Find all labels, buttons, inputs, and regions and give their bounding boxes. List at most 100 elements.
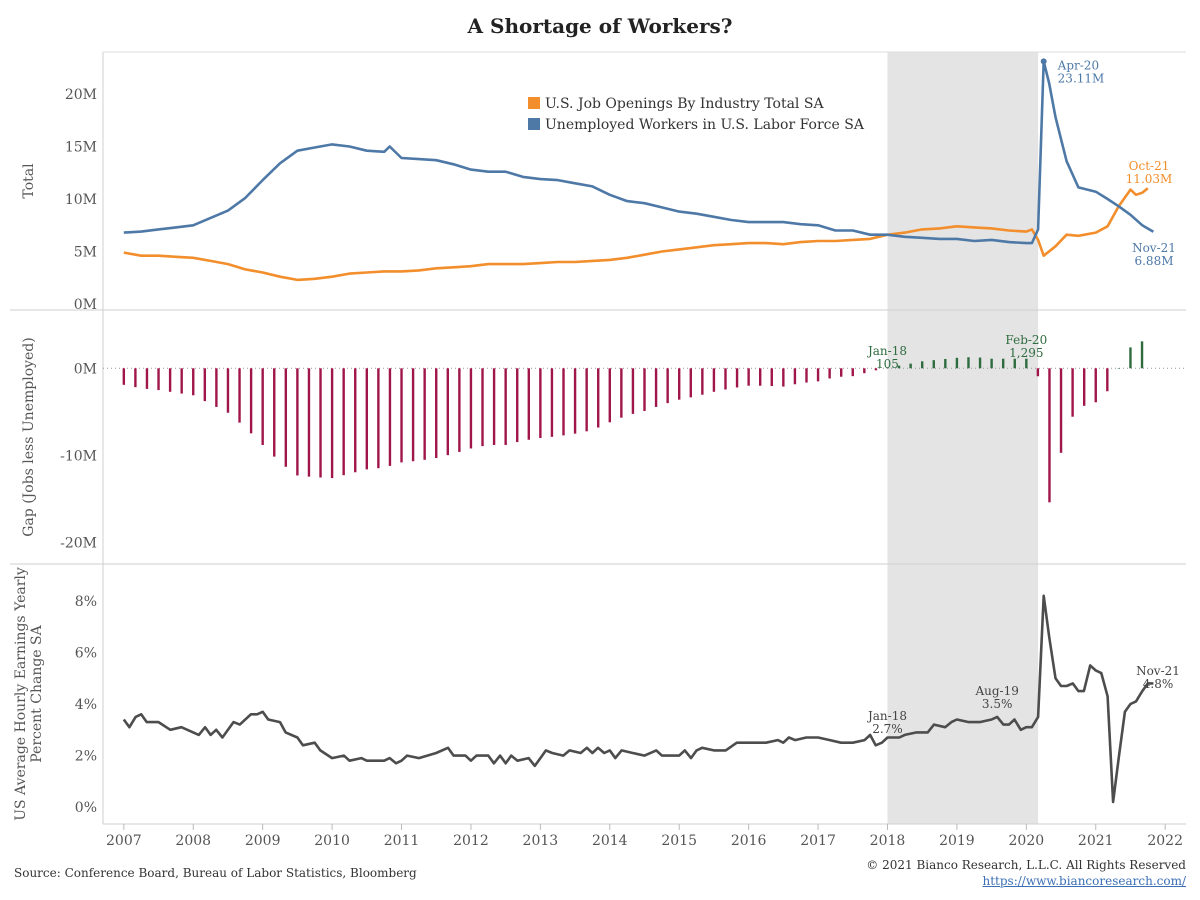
gap-bar: [735, 368, 739, 388]
gap-bar: [874, 368, 878, 371]
x-tick-label: 2015: [661, 833, 697, 849]
x-tick-label: 2012: [453, 833, 489, 849]
gap-bar: [122, 368, 126, 385]
x-tick-label: 2021: [1078, 833, 1114, 849]
annotation-gap-feb20: Feb-20 1,295: [1005, 333, 1047, 360]
gap-bar: [1094, 368, 1097, 403]
y-tick-label: 8%: [75, 594, 97, 610]
y-tick-label: 20M: [65, 87, 97, 103]
gap-bar: [388, 368, 392, 466]
gap-bar: [284, 368, 288, 467]
gap-bar: [643, 368, 646, 411]
y-axis-title: Gap (Jobs less Unemployed): [21, 337, 37, 537]
marks-layer: [122, 58, 1155, 804]
gap-bar: [516, 368, 519, 443]
gap-bar: [828, 368, 831, 379]
y-axis-title: Total: [21, 163, 37, 199]
x-tick-label: 2013: [523, 833, 559, 849]
shaded-region: [887, 52, 1039, 824]
peak-marker: [1040, 58, 1047, 65]
gap-bar: [585, 368, 588, 432]
gap-bar: [909, 363, 912, 369]
annotation-openings: Oct-21 11.03M: [1126, 159, 1173, 186]
gap-bar: [863, 368, 866, 374]
unemployed-line: [123, 60, 1155, 245]
gap-bar: [296, 368, 299, 476]
annotation-unemployed: Nov-21 6.88M: [1132, 241, 1176, 268]
gap-bar: [1025, 358, 1028, 369]
chart-title: A Shortage of Workers?: [467, 14, 733, 38]
gap-bar: [1129, 347, 1132, 369]
y-tick-label: -10M: [60, 448, 97, 464]
x-tick-label: 2008: [175, 833, 211, 849]
gap-bar: [1036, 368, 1040, 377]
gap-bar: [654, 368, 658, 407]
gap-bar: [273, 368, 276, 457]
gap-bar: [330, 368, 334, 479]
gap-bar: [573, 368, 577, 434]
y-tick-label: 10M: [65, 192, 97, 208]
y-axis-title: US Average Hourly Earnings YearlyPercent…: [13, 567, 45, 821]
gap-bar: [354, 368, 357, 473]
gap-bar: [839, 368, 843, 377]
y-tick-label: 15M: [65, 140, 97, 156]
gap-bar: [168, 368, 172, 392]
x-tick-label: 2014: [592, 833, 628, 849]
gap-bar: [1048, 368, 1051, 503]
y-tick-label: 4%: [75, 697, 97, 713]
y-tick-label: 0M: [74, 297, 97, 313]
legend-swatch: [528, 118, 540, 130]
gap-bar: [504, 368, 507, 445]
x-tick-label: 2011: [384, 833, 420, 849]
y-tick-label: 0M: [74, 361, 97, 377]
y-tick-label: 5M: [74, 245, 97, 261]
gap-bar: [481, 368, 484, 447]
gap-bar: [249, 368, 253, 434]
gap-bar: [377, 368, 380, 469]
gap-bar: [215, 368, 218, 407]
gap-bar: [805, 368, 808, 383]
x-tick-label: 2017: [800, 833, 836, 849]
gap-bar: [1013, 358, 1016, 369]
source-note: Source: Conference Board, Bureau of Labo…: [14, 866, 417, 880]
gap-bar: [192, 368, 195, 396]
gap-bar: [920, 361, 924, 369]
x-tick-label: 2007: [106, 833, 142, 849]
y-tick-label: -20M: [60, 536, 97, 552]
gap-bar: [759, 368, 762, 386]
gap-bar: [770, 368, 773, 387]
shaded-region-layer: [887, 52, 1039, 824]
gap-bar: [1117, 368, 1121, 369]
gap-bar: [886, 367, 889, 369]
gap-bar: [631, 368, 635, 414]
gap-bar: [967, 357, 970, 369]
x-tick-label: 2018: [870, 833, 906, 849]
gap-bar: [435, 368, 438, 459]
gap-bar: [689, 368, 692, 398]
gap-bar: [550, 368, 554, 437]
gap-bar: [446, 368, 450, 456]
x-tick-label: 2010: [314, 833, 350, 849]
x-tick-label: 2022: [1147, 833, 1183, 849]
gap-bar: [527, 368, 530, 440]
gap-bar: [1082, 368, 1086, 406]
y-tick-label: 2%: [75, 749, 97, 765]
legend-label: Unemployed Workers in U.S. Labor Force S…: [545, 117, 865, 133]
website-link[interactable]: https://www.biancoresearch.com/: [982, 874, 1186, 888]
gap-bar: [816, 368, 820, 382]
gap-bar: [597, 368, 600, 428]
gap-bar: [1059, 368, 1063, 453]
gap-bar: [747, 368, 750, 386]
annotation-earnings-jan18: Jan-18 2.7%: [866, 709, 907, 736]
gap-bar: [608, 368, 611, 423]
gap-bar: [157, 368, 160, 391]
gap-bar: [261, 368, 264, 445]
gap-bar: [539, 368, 542, 438]
gap-bar: [944, 358, 947, 369]
gap-bar: [365, 368, 369, 470]
gap-bar: [226, 368, 230, 413]
grid-layer: [10, 51, 1186, 830]
gap-bar: [678, 368, 681, 400]
annotation-gap-jan18: Jan-18 105: [866, 344, 907, 371]
